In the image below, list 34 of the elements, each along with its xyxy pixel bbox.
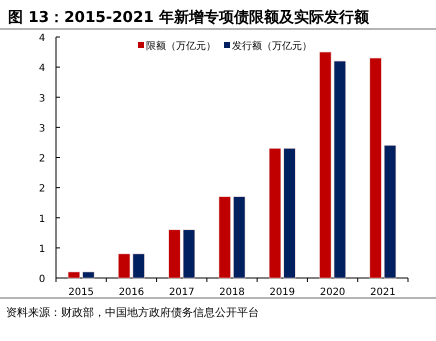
bar [334,60,346,278]
bar [168,230,180,278]
x-tick-label: 2020 [320,287,346,298]
bar [319,52,332,278]
y-tick-label: 4 [38,33,46,44]
bar [132,254,145,278]
y-tick-label: 3 [38,93,46,104]
bar [370,58,382,278]
bar [233,196,246,278]
legend-label: 限额（万亿元） [146,40,216,52]
bar [218,196,231,278]
chart-title: 图 13：2015-2021 年新增专项债限额及实际发行额 [8,8,370,26]
bar [284,148,296,278]
y-tick-label: 1 [38,244,46,255]
bar [269,148,282,278]
y-tick-label: 4 [38,63,46,74]
legend-label: 发行额（万亿元） [232,40,312,52]
y-tick-label: 2 [38,154,46,164]
x-tick-label: 2019 [270,287,296,298]
x-tick-label: 2017 [168,287,194,298]
bar [118,254,130,278]
text: 资料来源：财政部，中国地方政府债务信息公开平台 [6,306,259,319]
y-tick-label: 2 [38,184,46,195]
bar [182,230,195,278]
x-tick-label: 2015 [68,287,94,298]
bar [384,145,396,278]
bar [82,272,94,278]
x-tick-label: 2016 [118,287,144,298]
x-tick-label: 2018 [219,287,245,298]
bar [68,272,80,278]
x-tick-label: 2021 [370,287,396,298]
y-tick-label: 3 [38,123,46,134]
y-tick-label: 1 [38,214,46,225]
y-tick-label: 0 [38,274,46,285]
